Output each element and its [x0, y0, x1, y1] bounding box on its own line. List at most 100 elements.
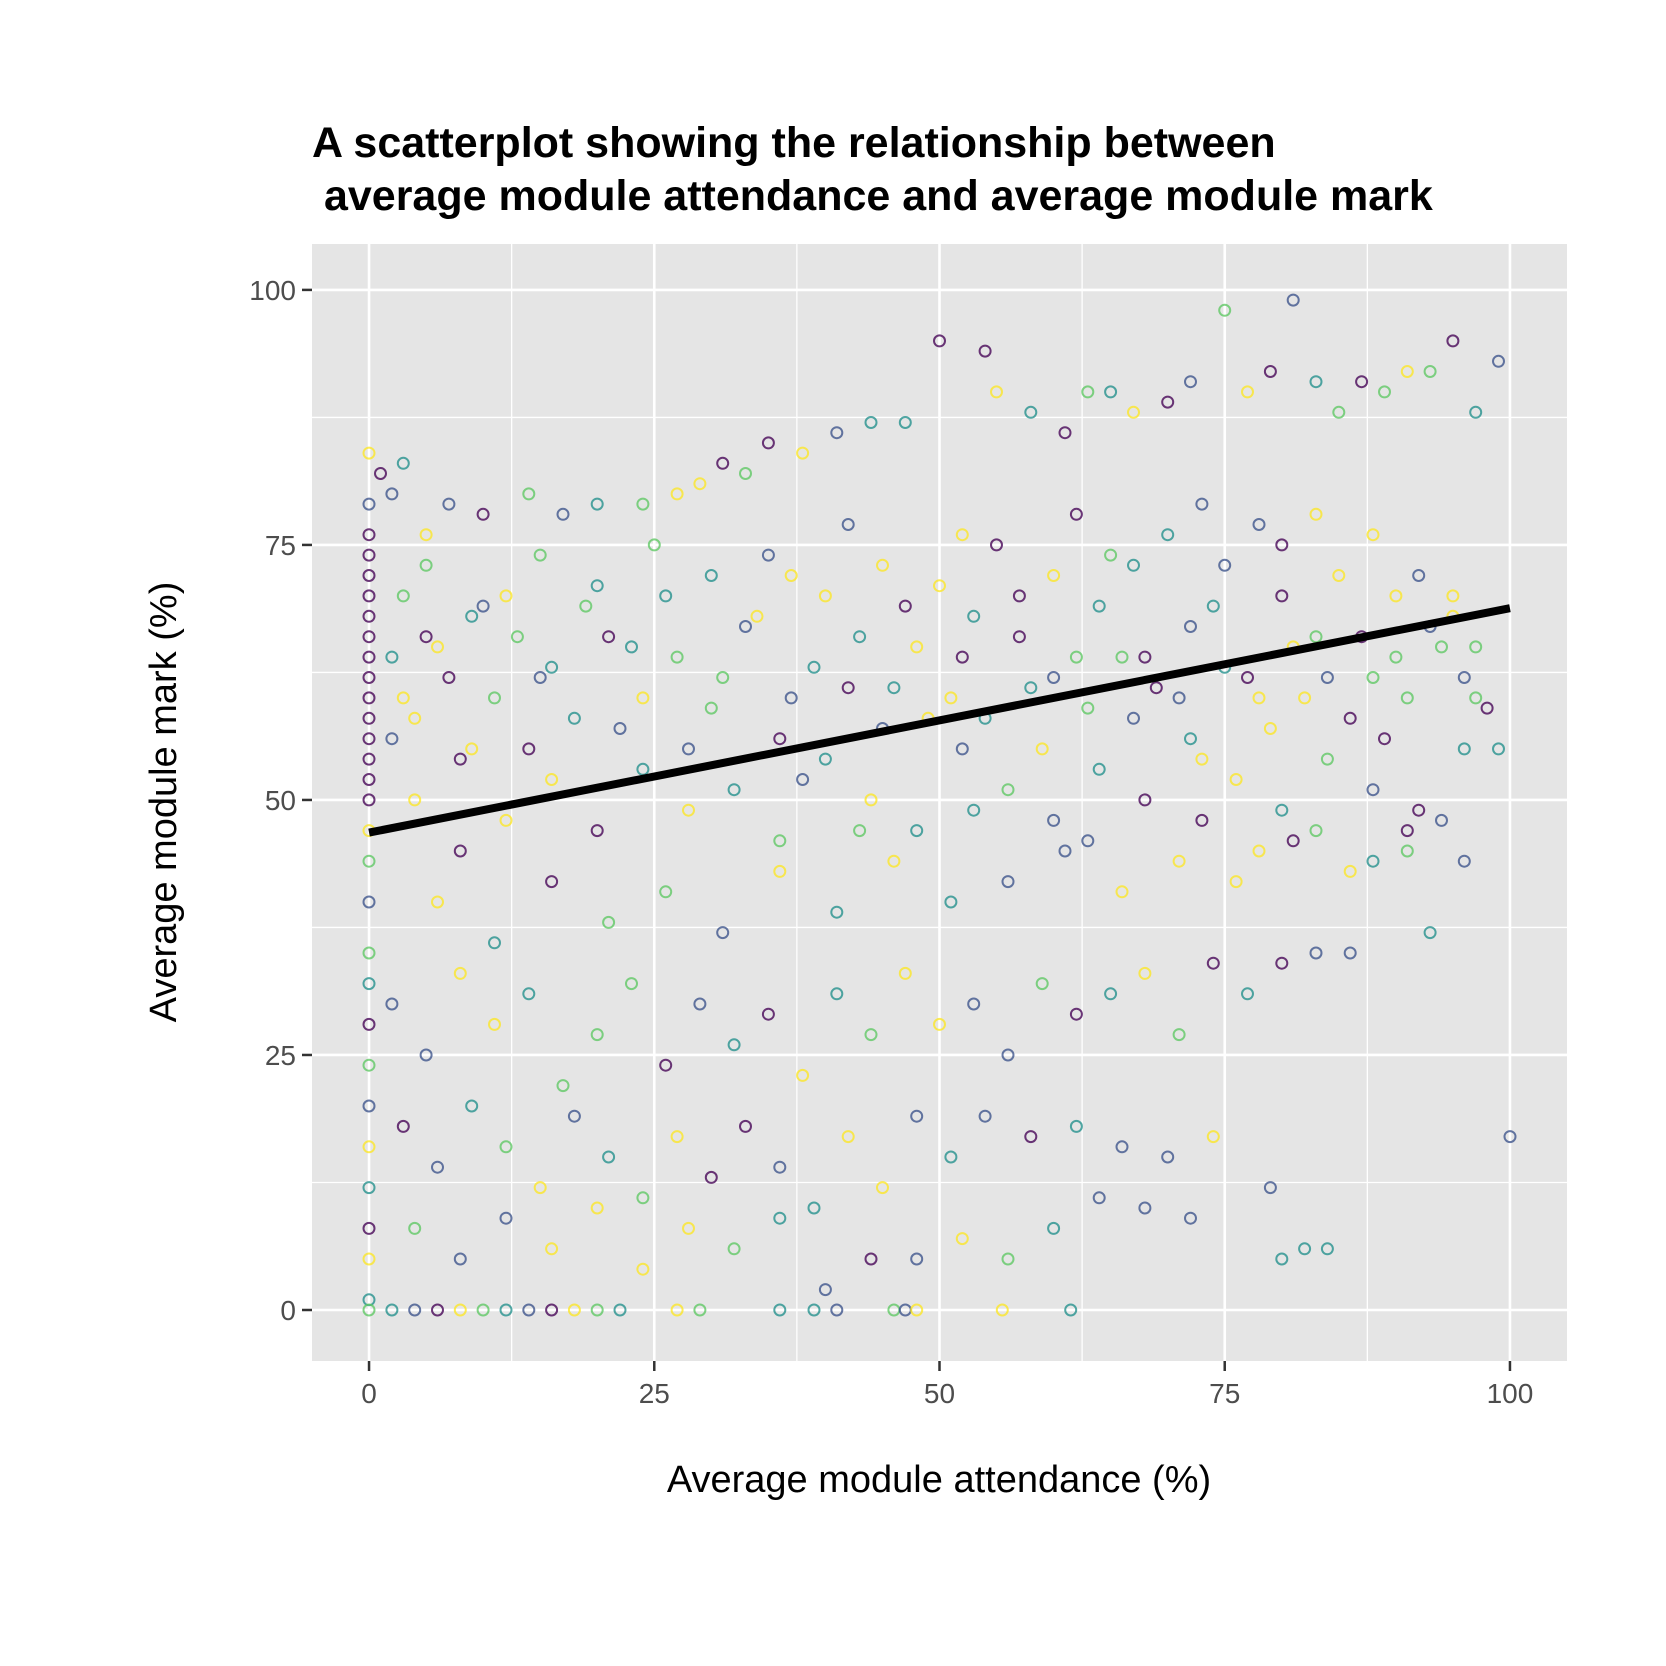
data-point [1275, 538, 1289, 552]
data-point [1138, 793, 1152, 807]
data-point [362, 1181, 376, 1195]
data-point [408, 793, 422, 807]
data-point [739, 467, 752, 480]
data-point [670, 1303, 684, 1317]
data-point [818, 752, 832, 766]
data-point [1047, 1221, 1061, 1235]
data-point [1092, 1191, 1106, 1205]
y-axis-title: Average module mark (%) [143, 582, 185, 1023]
data-point [1184, 620, 1197, 633]
data-point [807, 1303, 821, 1317]
data-point [830, 905, 844, 919]
data-point [727, 783, 741, 797]
x-tick-label: 25 [639, 1378, 670, 1409]
data-point [1081, 834, 1095, 848]
data-point [967, 997, 981, 1011]
data-point [1001, 783, 1015, 797]
data-point [1400, 844, 1414, 858]
data-point [396, 1119, 410, 1133]
data-point [362, 589, 376, 603]
data-point [442, 497, 456, 511]
data-point [910, 1303, 924, 1317]
data-point [1138, 1201, 1152, 1215]
data-point [1457, 671, 1471, 684]
data-point [1161, 528, 1175, 542]
data-point [1058, 844, 1072, 858]
data-point [761, 436, 775, 450]
chart-title-line-2: average module attendance and average mo… [312, 172, 1433, 220]
data-point [1320, 752, 1334, 766]
data-point [1343, 864, 1357, 878]
x-tick-label: 100 [1487, 1378, 1534, 1409]
data-point [670, 487, 684, 501]
data-point [761, 548, 775, 562]
data-point [693, 1303, 707, 1317]
data-point [1423, 365, 1437, 378]
data-point [1298, 1242, 1312, 1256]
data-point [1001, 875, 1015, 889]
data-point [625, 977, 638, 991]
data-point [1309, 507, 1323, 521]
data-point [990, 385, 1003, 399]
data-point [967, 609, 981, 623]
data-point [1469, 640, 1483, 654]
data-point [933, 1017, 946, 1031]
data-point [1366, 671, 1380, 684]
data-point [362, 1140, 376, 1154]
data-point [670, 650, 684, 664]
data-point [1184, 375, 1197, 389]
data-point [1275, 803, 1289, 817]
data-point [739, 1119, 752, 1133]
data-point [1378, 732, 1391, 746]
data-point [1275, 589, 1289, 603]
data-point [1069, 650, 1083, 664]
data-point [499, 1211, 513, 1225]
data-point [1366, 528, 1380, 542]
data-point [362, 752, 376, 766]
data-point [693, 997, 707, 1011]
data-point [362, 977, 376, 991]
data-point [1412, 569, 1426, 582]
data-point [431, 640, 444, 654]
data-point [1320, 671, 1334, 684]
data-point [1263, 365, 1277, 378]
grid-lines [312, 244, 1567, 1361]
data-point [374, 467, 387, 480]
data-point [362, 793, 376, 807]
data-point [910, 1109, 924, 1123]
data-point [910, 1252, 924, 1266]
data-point [1492, 742, 1505, 756]
data-point [841, 681, 855, 695]
data-point [1252, 518, 1266, 531]
data-point [567, 1109, 581, 1123]
data-point [602, 1150, 616, 1164]
data-point [488, 936, 501, 950]
data-point [522, 742, 536, 756]
data-point [1069, 1119, 1083, 1133]
data-point [362, 528, 376, 542]
data-point [1138, 966, 1152, 980]
data-point [784, 691, 798, 705]
data-point [362, 773, 376, 786]
data-point [556, 1079, 570, 1093]
data-point [910, 640, 924, 654]
data-point [876, 1181, 889, 1195]
data-point [1412, 803, 1426, 817]
data-point [1286, 293, 1300, 307]
data-point [362, 650, 376, 664]
data-point [1469, 691, 1483, 705]
data-point [362, 671, 376, 684]
data-point [818, 589, 832, 603]
data-point [1309, 375, 1323, 389]
data-point [1138, 650, 1152, 664]
data-point [545, 875, 559, 889]
data-point [488, 1017, 501, 1031]
data-point [499, 1140, 513, 1154]
y-tick-label: 50 [265, 785, 296, 816]
axis-ticks: 0 25 50 75 100 0 25 50 75 100 [249, 275, 1533, 1409]
data-point [1127, 711, 1140, 725]
data-point [693, 477, 707, 491]
data-point [1115, 885, 1129, 899]
data-point [545, 660, 559, 674]
data-point [510, 630, 524, 644]
